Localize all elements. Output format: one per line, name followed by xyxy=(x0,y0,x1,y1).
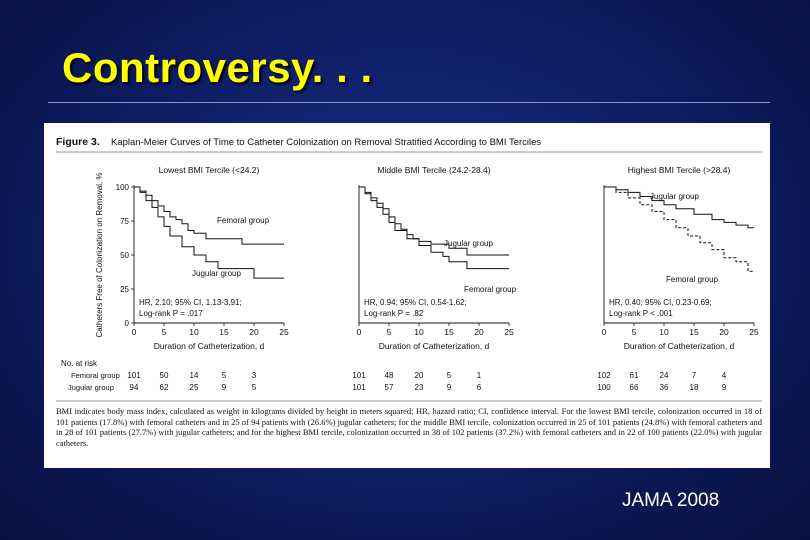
risk-count-femoral: 5 xyxy=(222,371,227,380)
x-tick-label: 25 xyxy=(504,327,514,337)
risk-count-jugular: 57 xyxy=(385,383,394,392)
y-tick-label: 50 xyxy=(120,251,129,260)
risk-count-jugular: 100 xyxy=(597,383,611,392)
risk-count-femoral: 1 xyxy=(477,371,482,380)
log-rank-text: Log-rank P = .017 xyxy=(139,309,203,318)
risk-count-jugular: 5 xyxy=(252,383,257,392)
risk-count-femoral: 101 xyxy=(127,371,141,380)
x-tick-label: 5 xyxy=(632,327,637,337)
risk-count-femoral: 102 xyxy=(597,371,611,380)
x-tick-label: 15 xyxy=(444,327,454,337)
x-tick-label: 10 xyxy=(189,327,199,337)
x-tick-label: 0 xyxy=(602,327,607,337)
risk-count-jugular: 6 xyxy=(477,383,482,392)
risk-row-label-jugular: Jugular group xyxy=(68,383,114,392)
risk-count-femoral: 3 xyxy=(252,371,257,380)
series-label: Jugular group xyxy=(444,239,493,248)
series-label: Jugular group xyxy=(192,269,241,278)
panel-title: Middle BMI Tercile (24.2-28.4) xyxy=(377,165,490,175)
series-label: Jugular group xyxy=(650,192,699,201)
slide-title: Controversy. . . xyxy=(62,44,373,91)
x-tick-label: 10 xyxy=(659,327,669,337)
risk-count-jugular: 25 xyxy=(190,383,199,392)
risk-row-label-femoral: Femoral group xyxy=(71,371,120,380)
y-axis-title: Catheters Free of Colonization on Remova… xyxy=(95,173,104,338)
hazard-ratio-text: HR, 0.94; 95% CI, 0.54-1.62; xyxy=(364,298,467,307)
risk-count-jugular: 62 xyxy=(160,383,169,392)
risk-count-jugular: 36 xyxy=(660,383,669,392)
x-tick-label: 0 xyxy=(132,327,137,337)
x-tick-label: 0 xyxy=(357,327,362,337)
series-label: Femoral group xyxy=(464,285,517,294)
km-curve-jugular-group xyxy=(359,186,509,256)
risk-count-femoral: 61 xyxy=(630,371,639,380)
figure-label: Figure 3. xyxy=(56,136,100,148)
risk-count-jugular: 94 xyxy=(130,383,139,392)
risk-count-jugular: 18 xyxy=(690,383,699,392)
y-tick-label: 25 xyxy=(120,285,129,294)
x-axis-title: Duration of Catheterization, d xyxy=(154,341,265,351)
km-figure: Figure 3. Kaplan-Meier Curves of Time to … xyxy=(56,136,762,402)
figure-panel: Figure 3. Kaplan-Meier Curves of Time to … xyxy=(44,123,770,468)
x-tick-label: 25 xyxy=(749,327,759,337)
x-tick-label: 25 xyxy=(279,327,289,337)
x-tick-label: 5 xyxy=(387,327,392,337)
y-tick-label: 75 xyxy=(120,217,129,226)
x-tick-label: 20 xyxy=(719,327,729,337)
x-tick-label: 20 xyxy=(249,327,259,337)
risk-count-jugular: 9 xyxy=(722,383,727,392)
risk-count-femoral: 4 xyxy=(722,371,727,380)
risk-count-jugular: 9 xyxy=(222,383,227,392)
km-curve-femoral-group xyxy=(134,186,284,245)
figure-title: Kaplan-Meier Curves of Time to Catheter … xyxy=(111,137,541,148)
hazard-ratio-text: HR, 0.40; 95% CI, 0.23-0.69; xyxy=(609,298,712,307)
series-label: Femoral group xyxy=(666,275,719,284)
log-rank-text: Log-rank P = .82 xyxy=(364,309,424,318)
series-label: Femoral group xyxy=(217,216,270,225)
km-curve-femoral-group xyxy=(359,186,509,270)
risk-count-jugular: 23 xyxy=(415,383,424,392)
km-curve-femoral-group xyxy=(604,186,754,272)
risk-count-femoral: 7 xyxy=(692,371,697,380)
risk-count-jugular: 9 xyxy=(447,383,452,392)
title-divider xyxy=(48,102,770,103)
km-curve-jugular-group xyxy=(604,186,754,229)
risk-count-jugular: 101 xyxy=(352,383,366,392)
km-curve-jugular-group xyxy=(134,186,284,279)
risk-count-jugular: 66 xyxy=(630,383,639,392)
x-axis-title: Duration of Catheterization, d xyxy=(624,341,735,351)
hazard-ratio-text: HR, 2.10; 95% CI, 1.13-3.91; xyxy=(139,298,242,307)
risk-count-femoral: 20 xyxy=(415,371,424,380)
figure-caption: BMI indicates body mass index, calculate… xyxy=(56,406,762,448)
panel-title: Highest BMI Tercile (>28.4) xyxy=(628,165,731,175)
risk-count-femoral: 50 xyxy=(160,371,169,380)
risk-count-femoral: 5 xyxy=(447,371,452,380)
panel-title: Lowest BMI Tercile (<24.2) xyxy=(159,165,260,175)
log-rank-text: Log-rank P < .001 xyxy=(609,309,673,318)
x-tick-label: 20 xyxy=(474,327,484,337)
risk-count-femoral: 24 xyxy=(660,371,669,380)
y-tick-label: 100 xyxy=(116,183,130,192)
x-axis-title: Duration of Catheterization, d xyxy=(379,341,490,351)
x-tick-label: 15 xyxy=(219,327,229,337)
x-tick-label: 10 xyxy=(414,327,424,337)
risk-count-femoral: 48 xyxy=(385,371,394,380)
y-tick-label: 0 xyxy=(125,319,130,328)
x-tick-label: 15 xyxy=(689,327,699,337)
risk-table-header: No. at risk xyxy=(61,359,98,368)
risk-count-femoral: 14 xyxy=(190,371,199,380)
risk-count-femoral: 101 xyxy=(352,371,366,380)
source-citation: JAMA 2008 xyxy=(622,490,720,511)
x-tick-label: 5 xyxy=(162,327,167,337)
